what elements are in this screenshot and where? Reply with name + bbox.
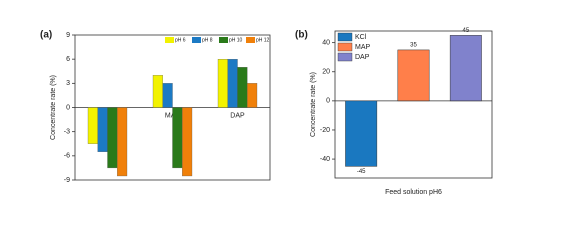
y-tick-label: 3 (66, 80, 70, 87)
y-tick-label: 0 (66, 104, 70, 111)
plot-frame (334, 30, 493, 179)
y-tick-label: -6 (64, 153, 70, 160)
y-tick-label: -40 (320, 156, 330, 163)
legend-label: pH 8 (202, 37, 213, 43)
bar (397, 49, 430, 102)
bar (107, 107, 118, 169)
legend-label: KCl (355, 34, 367, 41)
bar (217, 59, 228, 108)
legend-swatch (337, 52, 353, 62)
legend-swatch (192, 37, 201, 43)
y-tick-label: 9 (66, 32, 70, 39)
y-axis-label: Concentrate rate (%) (50, 75, 57, 140)
y-tick-label: -3 (64, 129, 70, 136)
y-axis-label: Concentrate rate (%) (310, 72, 317, 137)
legend-swatch (337, 32, 353, 42)
bar (227, 59, 238, 108)
legend-swatch (246, 37, 255, 43)
bar (182, 107, 193, 177)
y-tick-label: 40 (322, 39, 330, 46)
y-tick-label: 0 (326, 98, 330, 105)
bar (97, 107, 108, 152)
bar (152, 75, 163, 108)
legend-swatch (165, 37, 174, 43)
panel-label: (b) (295, 30, 308, 41)
x-axis-label: Feed solution pH6 (385, 189, 442, 196)
bar (345, 100, 378, 167)
bar (87, 107, 98, 144)
value-label: -45 (357, 169, 366, 175)
value-label: 35 (410, 42, 417, 48)
legend-label: pH 12 (256, 37, 270, 43)
y-tick-label: -9 (64, 177, 70, 184)
legend-swatch (337, 42, 353, 52)
legend-label: pH 6 (175, 37, 186, 43)
bar (117, 107, 128, 177)
bar (237, 67, 248, 108)
value-label: 45 (462, 28, 469, 34)
legend-label: MAP (355, 44, 371, 51)
bar (449, 35, 482, 102)
y-tick-label: -20 (320, 127, 330, 134)
y-tick-label: 20 (322, 69, 330, 76)
panel-label: (a) (40, 30, 52, 41)
figure: (a) Concentrate rate (%) -9 -6 -3 0 3 6 9 KCl MAP D… (40, 28, 493, 196)
bar (162, 83, 173, 108)
bar (247, 83, 258, 108)
y-tick-label: 6 (66, 56, 70, 63)
legend-label: DAP (355, 54, 370, 61)
x-tick-label: DAP (230, 112, 245, 119)
legend-swatch (219, 37, 228, 43)
legend-label: pH 10 (229, 37, 243, 43)
bar (172, 107, 183, 169)
